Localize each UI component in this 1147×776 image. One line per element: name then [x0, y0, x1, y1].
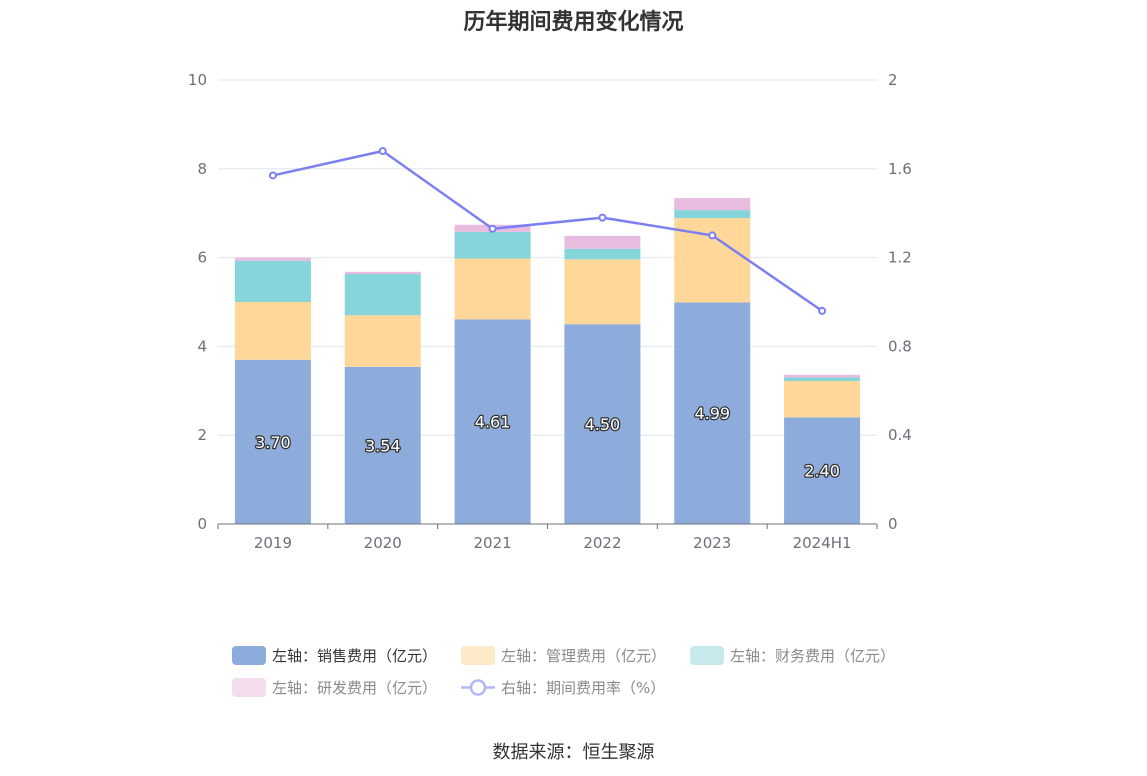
- sales-value-label: 4.50: [585, 415, 621, 434]
- x-axis-tick-label: 2021: [473, 534, 511, 552]
- right-axis-tick-label: 1.2: [888, 249, 912, 267]
- left-axis-tick-label: 8: [197, 160, 207, 178]
- right-axis-tick-label: 0.4: [888, 426, 912, 444]
- legend-swatch: [232, 677, 266, 697]
- sales-value-label: 4.99: [694, 404, 730, 423]
- right-axis-tick-label: 1.6: [888, 160, 912, 178]
- legend-item[interactable]: 左轴：销售费用（亿元）: [232, 645, 437, 666]
- expense-rate-line: [272, 149, 823, 312]
- sales-value-label: 2.40: [804, 462, 840, 481]
- sales-expense-bar: [784, 417, 861, 524]
- legend-label: 左轴：管理费用（亿元）: [501, 646, 667, 665]
- sales-expense-bar: [564, 324, 641, 524]
- legend-item[interactable]: 左轴：财务费用（亿元）: [690, 645, 895, 666]
- expense-rate-point: [708, 231, 717, 240]
- sales-value-label: 3.70: [255, 433, 291, 452]
- rd-expense-bar: [784, 374, 861, 378]
- x-axis-tick-label: 2024H1: [793, 534, 852, 552]
- legend-label: 左轴：研发费用（亿元）: [272, 678, 438, 697]
- expense-rate-point: [598, 213, 607, 222]
- sales-expense-bar: [344, 366, 421, 524]
- expense-rate-point: [818, 306, 827, 315]
- admin-expense-bar: [564, 259, 641, 325]
- left-axis-tick-label: 10: [188, 71, 207, 89]
- sales-expense-bar: [674, 302, 751, 524]
- finance-expense-bar: [564, 248, 641, 260]
- legend-label: 左轴：销售费用（亿元）: [272, 646, 438, 665]
- admin-expense-bar: [344, 315, 421, 367]
- rate-line: [268, 147, 827, 315]
- right-axis-tick-label: 2: [888, 71, 898, 89]
- legend-swatch: [461, 645, 496, 665]
- left-axis-tick-label: 0: [197, 515, 207, 533]
- expense-rate-point: [268, 171, 277, 180]
- expense-rate-point: [378, 147, 387, 156]
- admin-expense-bar: [784, 381, 861, 418]
- rd-expense-bar: [674, 198, 751, 211]
- x-axis-tick-label: 2023: [693, 534, 731, 552]
- x-axis-tick-label: 2019: [254, 534, 292, 552]
- x-axis-tick-label: 2022: [583, 534, 621, 552]
- finance-expense-bar: [784, 377, 861, 382]
- bars: [234, 198, 861, 524]
- rd-expense-bar: [234, 257, 311, 261]
- finance-expense-bar: [454, 231, 531, 259]
- right-axis-tick-label: 0: [888, 515, 898, 533]
- legend-label: 左轴：财务费用（亿元）: [730, 646, 896, 665]
- sales-expense-bar: [234, 359, 311, 524]
- legend: 左轴：销售费用（亿元） 左轴：管理费用（亿元） 左轴：财务费用（亿元） 左轴：研发费…: [232, 639, 932, 703]
- sales-value-label: 4.61: [475, 413, 511, 432]
- right-axis-tick-label: 0.8: [888, 337, 912, 355]
- finance-expense-bar: [234, 260, 311, 302]
- legend-swatch: [232, 645, 266, 665]
- admin-expense-bar: [234, 302, 311, 360]
- legend-line-icon: [461, 678, 496, 696]
- gridlines: [218, 79, 877, 436]
- legend-label: 右轴：期间费用率（%）: [501, 678, 666, 697]
- sales-expense-bar: [454, 319, 531, 524]
- data-source: 数据来源：恒生聚源: [492, 742, 655, 763]
- chart-title: 历年期间费用变化情况: [463, 10, 684, 35]
- left-axis-tick-label: 4: [197, 337, 207, 355]
- x-axis-tick-label: 2020: [364, 534, 402, 552]
- finance-expense-bar: [674, 210, 751, 219]
- legend-item[interactable]: 左轴：管理费用（亿元）: [461, 645, 666, 666]
- left-axis-tick-label: 6: [197, 249, 207, 267]
- finance-expense-bar: [344, 274, 421, 316]
- legend-item[interactable]: 左轴：研发费用（亿元）: [232, 677, 437, 698]
- axes: 0 2 4 6 8 10 0 0.4 0.8 1.2 1.6 2 2019 2020 2021 2022 202…: [188, 71, 912, 552]
- legend-item[interactable]: 右轴：期间费用率（%）: [461, 677, 665, 698]
- admin-expense-bar: [454, 258, 531, 320]
- bar-labels: 3.70 3.54 4.61 4.50 4.99 2.40: [254, 403, 841, 482]
- expense-rate-point: [488, 224, 497, 233]
- rd-expense-bar: [564, 235, 641, 249]
- sales-value-label: 3.54: [365, 436, 401, 455]
- rd-expense-bar: [344, 271, 421, 275]
- legend-swatch: [690, 645, 725, 665]
- left-axis-tick-label: 2: [197, 426, 207, 444]
- chart-plot: 0 2 4 6 8 10 0 0.4 0.8 1.2 1.6 2 2019 2020 2021 2022 202…: [188, 71, 912, 552]
